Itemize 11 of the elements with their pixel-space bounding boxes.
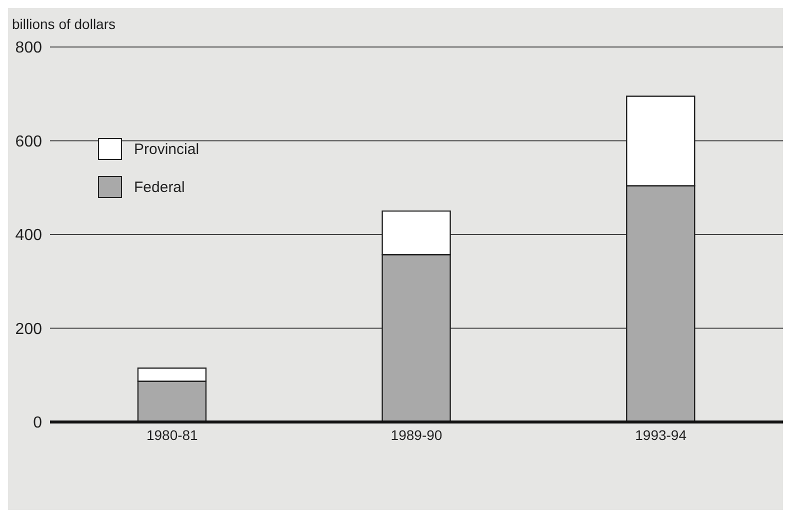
y-tick-label: 600 xyxy=(15,133,42,150)
y-tick-label: 200 xyxy=(15,320,42,338)
legend-label: Federal xyxy=(134,178,185,196)
y-tick-label: 0 xyxy=(33,414,42,432)
x-tick-label: 1980-81 xyxy=(146,426,198,443)
legend-label: Provincial xyxy=(134,140,200,158)
x-tick-label: 1989-90 xyxy=(390,426,442,443)
x-tick-label: 1993-94 xyxy=(635,426,687,443)
y-tick-label: 800 xyxy=(15,40,42,57)
y-axis-title: billions of dollars xyxy=(12,16,116,32)
y-tick-label: 400 xyxy=(15,227,42,244)
